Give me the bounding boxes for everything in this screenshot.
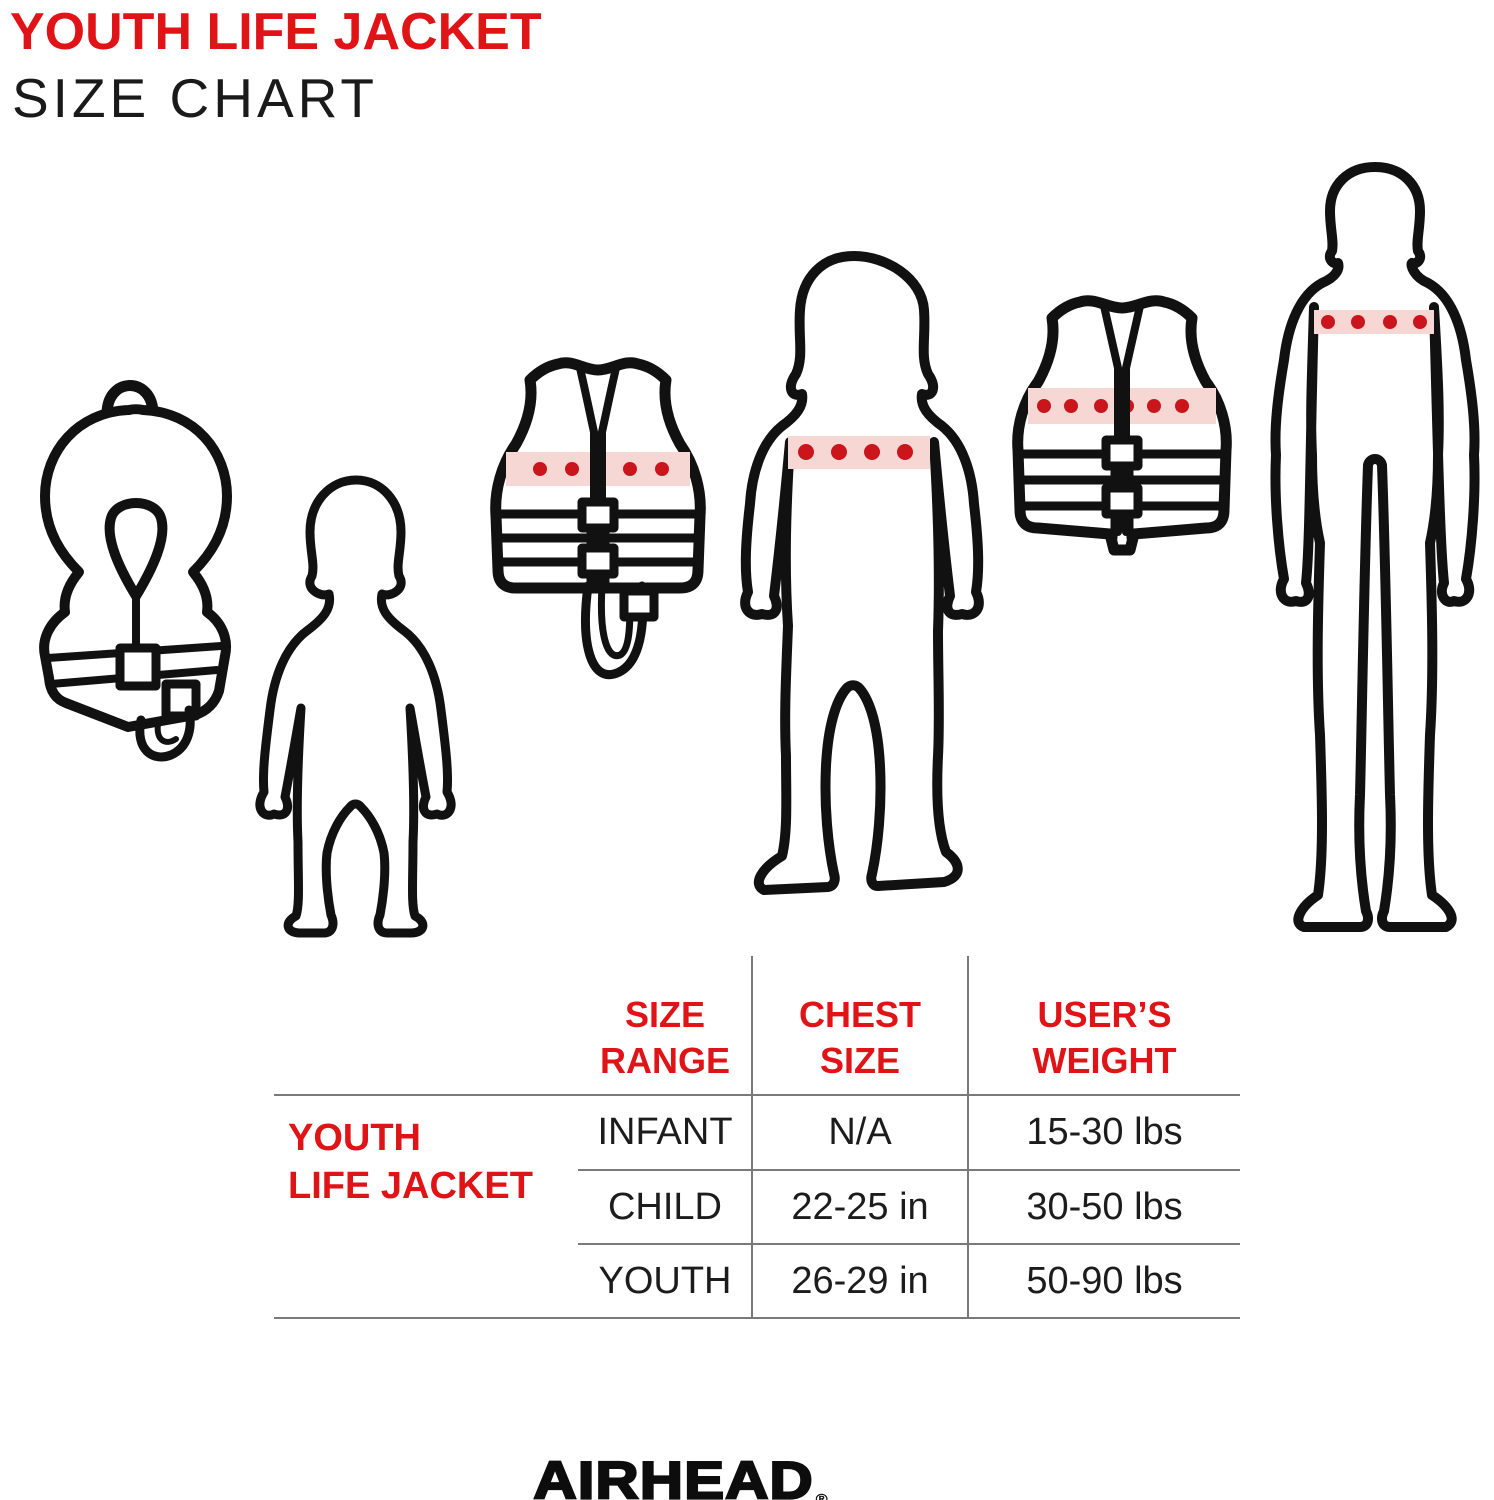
table-bottom-divider	[274, 1317, 1240, 1319]
column-header-line: RANGE	[599, 1040, 730, 1081]
table-row-divider-2	[578, 1243, 1240, 1245]
column-header-line: CHEST	[798, 994, 921, 1035]
row-label-line: LIFE JACKET	[288, 1165, 533, 1207]
column-header-chest-size: CHEST SIZE	[753, 968, 967, 1084]
table-column-divider-1	[751, 956, 753, 1318]
youth-life-jacket-icon	[1002, 288, 1242, 588]
table-row-divider-1	[578, 1169, 1240, 1171]
column-header-line: WEIGHT	[1032, 1040, 1177, 1081]
row-label-line: YOUTH	[288, 1117, 421, 1159]
registered-trademark-icon: ®	[815, 1492, 829, 1500]
cell-size-range-infant: INFANT	[597, 1111, 733, 1153]
column-header-users-weight: USER’S WEIGHT	[969, 968, 1240, 1084]
column-header-line: SIZE	[624, 994, 705, 1035]
table-header-divider	[274, 1094, 1240, 1096]
page-subtitle: SIZE CHART	[12, 67, 378, 129]
girl-silhouette-icon	[722, 246, 992, 896]
page-title: YOUTH LIFE JACKET	[10, 3, 542, 61]
cell-users-weight-youth: 50-90 lbs	[1026, 1259, 1183, 1302]
toddler-silhouette-icon	[234, 466, 479, 941]
cell-size-range-child: CHILD	[607, 1185, 723, 1228]
column-header-size-range: SIZE RANGE	[580, 968, 750, 1084]
cell-size-range-youth: YOUTH	[598, 1259, 732, 1302]
cell-chest-size-youth: 26-29 in	[791, 1259, 929, 1302]
brand-logo: AIRHEAD ®	[400, 1450, 960, 1500]
table-column-divider-2	[967, 956, 969, 1318]
cell-users-weight-child: 30-50 lbs	[1026, 1185, 1183, 1228]
brand-logo-text: AIRHEAD	[532, 1450, 814, 1500]
cell-users-weight-infant: 15-30 lbs	[1026, 1111, 1183, 1153]
child-life-jacket-icon	[478, 346, 718, 696]
infant-life-jacket-icon	[25, 368, 260, 763]
column-header-line: USER’S	[1037, 994, 1172, 1035]
cell-chest-size-child: 22-25 in	[791, 1185, 929, 1228]
column-header-line: SIZE	[819, 1040, 900, 1081]
table-row-label: YOUTH LIFE JACKET	[288, 1114, 533, 1210]
cell-chest-size-infant: N/A	[828, 1111, 892, 1153]
youth-silhouette-icon	[1240, 155, 1490, 935]
